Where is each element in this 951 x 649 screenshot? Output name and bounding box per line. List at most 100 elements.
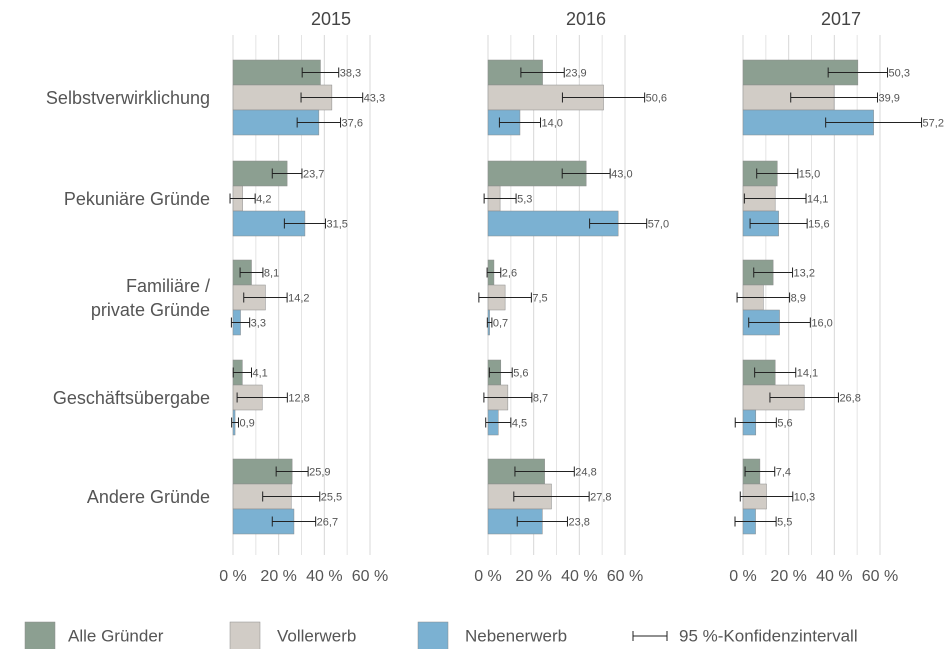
error-bar bbox=[488, 367, 513, 378]
value-label: 13,2 bbox=[794, 267, 815, 279]
value-label: 14,2 bbox=[288, 292, 309, 304]
error-bar bbox=[756, 168, 799, 179]
error-bar bbox=[283, 218, 326, 229]
value-label: 14,1 bbox=[797, 367, 818, 379]
panel-title: 2016 bbox=[566, 9, 606, 29]
value-label: 2,6 bbox=[502, 267, 517, 279]
panel-title: 2015 bbox=[311, 9, 351, 29]
error-bar bbox=[749, 218, 808, 229]
value-label: 5,3 bbox=[517, 193, 532, 205]
error-bar bbox=[734, 516, 777, 527]
category-label: Pekuniäre Gründe bbox=[63, 189, 210, 209]
value-label: 3,3 bbox=[251, 317, 266, 329]
error-bar bbox=[296, 117, 342, 128]
value-label: 14,1 bbox=[807, 193, 828, 205]
value-label: 26,7 bbox=[317, 516, 338, 528]
x-tick-label: 60 % bbox=[862, 568, 898, 585]
category-label: Familiäre / private Gründe bbox=[90, 276, 210, 320]
error-bar bbox=[262, 491, 321, 502]
value-label: 8,1 bbox=[264, 267, 279, 279]
error-bar bbox=[734, 417, 777, 428]
value-label: 8,9 bbox=[791, 292, 806, 304]
error-bar bbox=[230, 317, 251, 328]
error-bar bbox=[513, 491, 590, 502]
value-label: 0,9 bbox=[239, 417, 254, 429]
x-tick-label: 40 % bbox=[561, 568, 597, 585]
error-bar bbox=[239, 267, 264, 278]
error-bar bbox=[561, 168, 611, 179]
x-tick-label: 20 % bbox=[515, 568, 551, 585]
value-label: 5,6 bbox=[513, 367, 528, 379]
error-bar bbox=[478, 292, 532, 303]
error-bar bbox=[300, 92, 364, 103]
error-bar bbox=[231, 417, 239, 428]
error-bar bbox=[483, 193, 517, 204]
category-label: Geschäftsübergabe bbox=[52, 388, 210, 408]
category-label: Selbstverwirklichung bbox=[45, 88, 210, 108]
error-bar bbox=[301, 67, 340, 78]
value-label: 16,0 bbox=[811, 317, 832, 329]
error-bar bbox=[486, 317, 493, 328]
value-label: 12,8 bbox=[288, 392, 309, 404]
x-tick-label: 0 % bbox=[729, 568, 757, 585]
value-label: 25,9 bbox=[309, 466, 330, 478]
value-label: 5,5 bbox=[777, 516, 792, 528]
value-label: 5,6 bbox=[777, 417, 792, 429]
error-bar bbox=[739, 491, 794, 502]
panel-title: 2017 bbox=[821, 9, 861, 29]
value-label: 37,6 bbox=[342, 117, 363, 129]
error-bar bbox=[754, 367, 797, 378]
value-label: 50,6 bbox=[646, 92, 667, 104]
x-tick-label: 40 % bbox=[306, 568, 342, 585]
legend-label: 95 %-Konfidenzintervall bbox=[679, 626, 858, 645]
legend-error-symbol bbox=[632, 631, 668, 641]
error-bar bbox=[232, 367, 252, 378]
error-bar bbox=[514, 466, 575, 477]
error-bar bbox=[753, 267, 794, 278]
value-label: 31,5 bbox=[326, 218, 347, 230]
value-label: 23,9 bbox=[565, 67, 586, 79]
value-label: 7,5 bbox=[532, 292, 547, 304]
legend-label: Nebenerwerb bbox=[465, 626, 567, 645]
x-tick-label: 0 % bbox=[474, 568, 502, 585]
value-label: 14,0 bbox=[542, 117, 563, 129]
value-label: 0,7 bbox=[493, 317, 508, 329]
error-bar bbox=[736, 292, 791, 303]
value-label: 8,7 bbox=[533, 392, 548, 404]
error-bar bbox=[271, 168, 303, 179]
error-bar bbox=[790, 92, 878, 103]
legend-swatch bbox=[229, 621, 261, 649]
value-label: 23,8 bbox=[568, 516, 589, 528]
error-bar bbox=[748, 317, 811, 328]
value-label: 15,0 bbox=[799, 168, 820, 180]
legend-label: Vollerwerb bbox=[277, 626, 356, 645]
error-bar bbox=[516, 516, 568, 527]
value-label: 24,8 bbox=[575, 466, 596, 478]
error-bar bbox=[769, 392, 839, 403]
value-label: 26,8 bbox=[839, 392, 860, 404]
error-bar bbox=[243, 292, 288, 303]
error-bar bbox=[498, 117, 542, 128]
value-label: 57,2 bbox=[923, 117, 944, 129]
value-label: 15,6 bbox=[808, 218, 829, 230]
value-label: 43,3 bbox=[364, 92, 385, 104]
x-tick-label: 0 % bbox=[219, 568, 247, 585]
legend-label: Alle Gründer bbox=[68, 626, 164, 645]
error-bar bbox=[236, 392, 288, 403]
value-label: 10,3 bbox=[794, 491, 815, 503]
error-bar bbox=[827, 67, 889, 78]
error-bar bbox=[520, 67, 565, 78]
x-tick-label: 40 % bbox=[816, 568, 852, 585]
error-bar bbox=[561, 92, 646, 103]
x-tick-label: 20 % bbox=[260, 568, 296, 585]
x-tick-label: 20 % bbox=[770, 568, 806, 585]
error-bar bbox=[825, 117, 923, 128]
value-label: 4,2 bbox=[256, 193, 271, 205]
error-bar bbox=[483, 392, 533, 403]
error-bar bbox=[275, 466, 309, 477]
legend-swatch bbox=[24, 621, 56, 649]
value-label: 27,8 bbox=[590, 491, 611, 503]
value-label: 38,3 bbox=[340, 67, 361, 79]
